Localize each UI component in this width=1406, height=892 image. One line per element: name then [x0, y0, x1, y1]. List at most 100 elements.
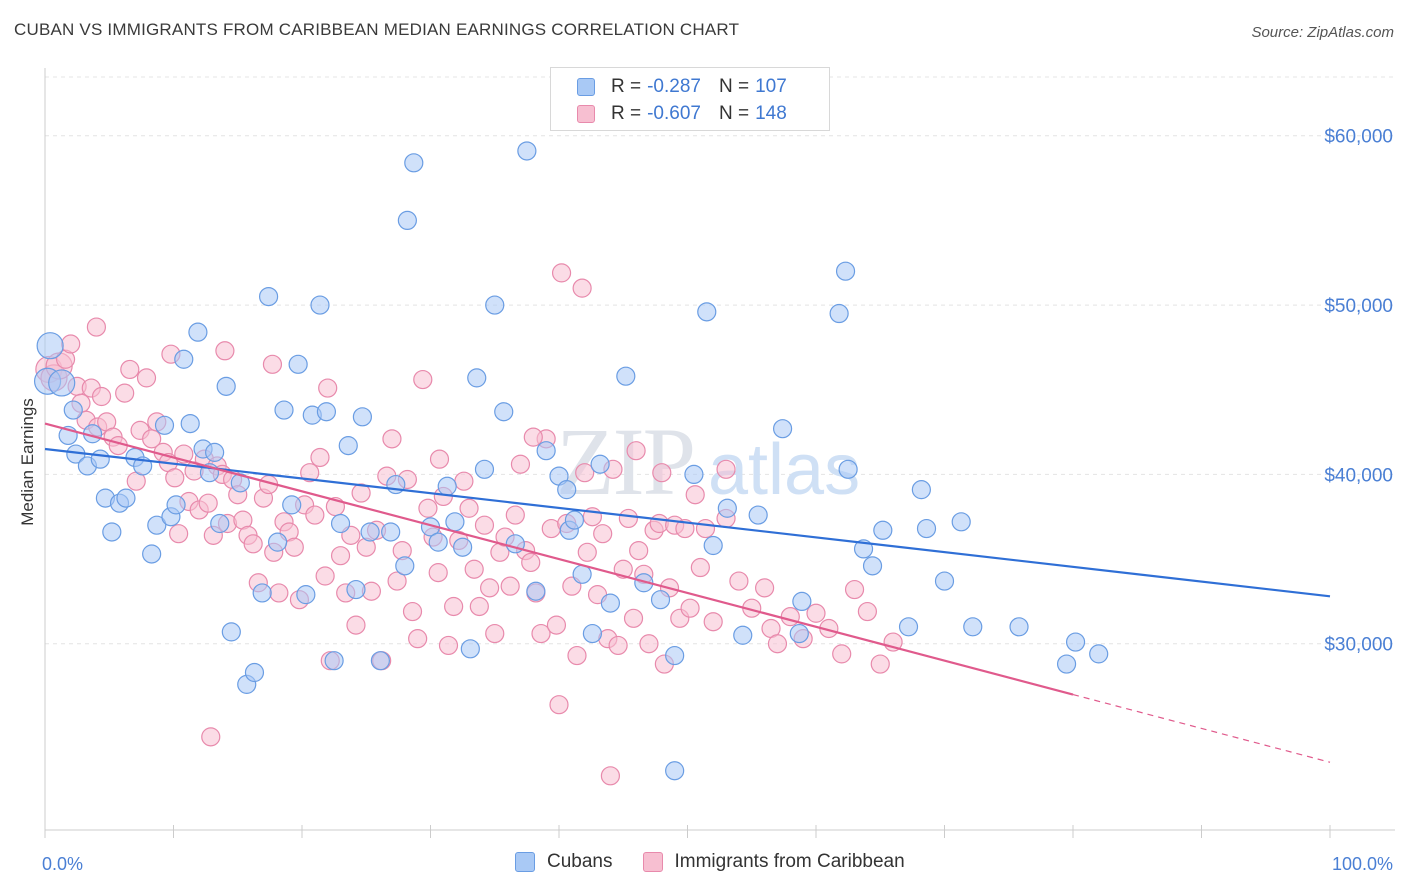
caribbean-point: [387, 571, 407, 591]
caribbean-point: [474, 515, 495, 535]
caribbean-point: [510, 454, 531, 474]
caribbean-point: [832, 644, 852, 664]
cubans-point: [829, 303, 849, 324]
cubans-point: [324, 651, 344, 671]
y-tick-label: $30,000: [1324, 635, 1393, 656]
trend-lines: [44, 422, 1331, 763]
caribbean-point: [608, 635, 628, 656]
caribbean-point: [531, 623, 551, 644]
gridlines: [45, 76, 1395, 645]
caribbean-point: [575, 463, 595, 483]
bottom-legend-swatch-caribbean: [642, 852, 663, 872]
caribbean-point: [284, 537, 304, 557]
legend-r-value: -0.287: [647, 76, 701, 97]
cubans-point: [934, 571, 955, 591]
y-tick-label: $60,000: [1324, 127, 1393, 148]
caribbean-point: [870, 654, 890, 674]
caribbean-point: [639, 634, 659, 654]
caribbean-point: [505, 505, 525, 525]
cubans-point: [1009, 617, 1029, 637]
caribbean-point: [136, 368, 157, 388]
caribbean-point: [572, 278, 592, 298]
cubans-point: [352, 407, 372, 427]
caribbean-point: [454, 471, 474, 491]
cubans-point: [116, 488, 136, 508]
caribbean-point: [767, 634, 788, 654]
caribbean-point: [444, 596, 464, 617]
cubans-trend-line: [44, 447, 1331, 598]
caribbean-point: [629, 540, 649, 561]
caribbean-point: [86, 317, 107, 337]
legend-swatch-cubans: [577, 78, 595, 96]
cubans-point: [564, 510, 585, 530]
caribbean-point: [857, 601, 878, 622]
cubans-point: [697, 302, 717, 322]
y-tick-label: $50,000: [1324, 296, 1393, 317]
caribbean-point: [577, 542, 597, 562]
caribbean-point: [600, 766, 621, 786]
bottom-legend-caribbean: Immigrants from Caribbean: [642, 851, 905, 873]
cubans-point: [210, 513, 230, 534]
caribbean-point: [844, 579, 865, 600]
cubans-point: [188, 322, 208, 342]
cubans-point: [748, 505, 768, 525]
cubans-point: [838, 459, 858, 479]
caribbean-point: [485, 623, 505, 644]
legend-swatch-caribbean: [577, 105, 595, 123]
cubans-point: [288, 354, 308, 374]
caribbean-point: [438, 635, 459, 656]
cubans-point: [733, 625, 753, 645]
cubans-point: [395, 556, 415, 576]
caribbean-point: [310, 447, 330, 468]
caribbean-point: [382, 429, 402, 449]
bottom-legend-cubans: Cubans: [515, 851, 613, 873]
cubans-point: [360, 522, 380, 542]
caribbean-point: [215, 341, 235, 361]
legend-row-cubans: R = -0.287 N = 107: [577, 74, 787, 100]
caribbean-point: [262, 354, 283, 374]
caribbean-point: [408, 629, 428, 649]
bottom-legend-label: Cubans: [547, 851, 613, 872]
caribbean-point: [567, 645, 587, 666]
cubans-point: [717, 498, 737, 518]
cubans-point: [684, 464, 704, 484]
caribbean-point: [300, 463, 320, 483]
cubans-point: [338, 436, 358, 456]
y-axis-label: Median Earnings: [18, 398, 37, 526]
cubans-point: [1056, 654, 1077, 674]
cubans-point: [665, 761, 685, 781]
cubans-point: [898, 617, 919, 637]
cubans-point: [63, 400, 83, 420]
caribbean-point: [593, 524, 613, 544]
caribbean-point: [243, 534, 263, 554]
cubans-point: [154, 415, 175, 435]
caribbean-point: [626, 441, 646, 461]
cubans-point: [951, 512, 971, 532]
legend-r-value: -0.607: [647, 103, 701, 124]
cubans-point: [474, 459, 495, 479]
caribbean-point: [61, 334, 81, 354]
caribbean-point: [703, 612, 723, 632]
cubans-point: [572, 564, 592, 584]
cubans-point: [873, 520, 893, 540]
cubans-point: [330, 513, 351, 534]
caribbean-point: [729, 571, 749, 591]
caribbean-point: [413, 369, 433, 390]
cubans-point: [665, 645, 685, 666]
cubans-point: [205, 442, 225, 462]
caribbean-point: [402, 601, 423, 622]
cubans-point: [428, 532, 448, 552]
cubans-point: [267, 532, 288, 552]
cubans-point: [166, 495, 186, 515]
caribbean-point: [500, 576, 520, 596]
caribbean-point: [115, 383, 135, 403]
chart-title: CUBAN VS IMMIGRANTS FROM CARIBBEAN MEDIA…: [14, 20, 740, 39]
cubans-point: [526, 581, 546, 601]
caribbean-point: [305, 505, 325, 525]
cubans-point: [494, 402, 514, 422]
legend-r-label: R =: [611, 103, 642, 124]
caribbean-point: [459, 498, 479, 518]
cubans-point: [274, 400, 294, 420]
y-tick-labels: $30,000 $40,000 $50,000 $60,000: [1324, 127, 1393, 656]
